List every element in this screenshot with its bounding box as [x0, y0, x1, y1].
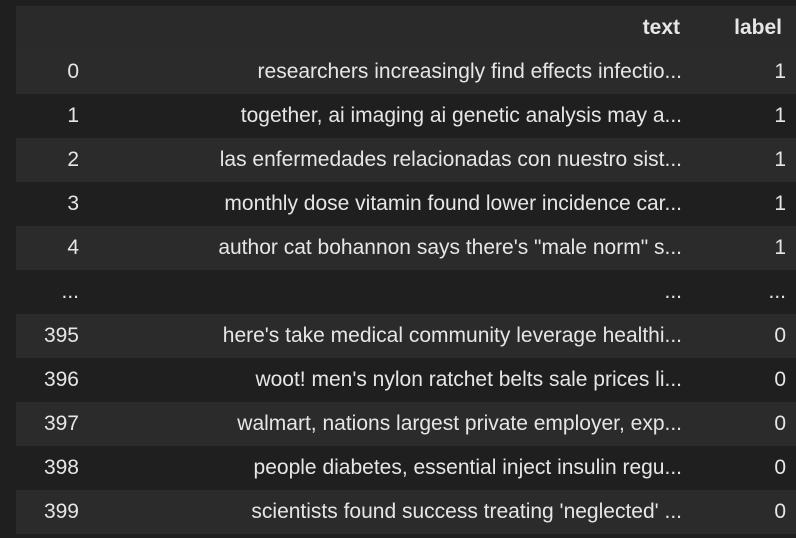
row-index-cell: 2	[67, 148, 79, 171]
text-cell: author cat bohannon says there's "male n…	[218, 236, 682, 259]
row-index-cell: 4	[67, 236, 79, 259]
header-row: text label	[16, 6, 796, 50]
row-index-cell: 396	[43, 368, 79, 391]
row-index-cell: ...	[61, 280, 79, 303]
row-index-cell: 399	[43, 500, 79, 523]
label-cell: 1	[774, 60, 786, 83]
table-row: 396 woot! men's nylon ratchet belts sale …	[16, 358, 796, 402]
label-cell: 1	[774, 192, 786, 215]
label-cell: ...	[768, 280, 786, 303]
text-cell: monthly dose vitamin found lower inciden…	[224, 192, 682, 215]
table-row: 2 las enfermedades relacionadas con nuest…	[16, 138, 796, 182]
label-cell: 0	[774, 324, 786, 347]
text-cell: las enfermedades relacionadas con nuestr…	[219, 148, 682, 171]
index-column-header	[16, 6, 95, 50]
table-row: 398 people diabetes, essential inject ins…	[16, 446, 796, 490]
table-row: .........	[16, 270, 796, 314]
table-row: 399 scientists found success treating 'ne…	[16, 490, 796, 534]
table-row: 395 here's take medical community leverag…	[16, 314, 796, 358]
dataframe-table: text label 0 researchers increasingly fin…	[16, 6, 796, 534]
text-column-header: text	[95, 6, 694, 50]
text-cell: people diabetes, essential inject insuli…	[253, 456, 682, 479]
row-index-cell: 397	[43, 412, 79, 435]
row-index-cell: 0	[67, 60, 79, 83]
text-cell: researchers increasingly find effects in…	[257, 60, 682, 83]
label-column-header: label	[694, 6, 796, 50]
table-row: 3 monthly dose vitamin found lower incide…	[16, 182, 796, 226]
label-cell: 0	[774, 412, 786, 435]
label-cell: 1	[774, 104, 786, 127]
table-row: 1 together, ai imaging ai genetic analysi…	[16, 94, 796, 138]
text-cell: woot! men's nylon ratchet belts sale pri…	[255, 368, 682, 391]
row-index-cell: 395	[43, 324, 79, 347]
label-cell: 0	[774, 500, 786, 523]
row-index-cell: 1	[67, 104, 79, 127]
text-cell: together, ai imaging ai genetic analysis…	[240, 104, 682, 127]
row-index-cell: 3	[67, 192, 79, 215]
label-cell: 1	[774, 236, 786, 259]
table-row: 4 author cat bohannon says there's "male …	[16, 226, 796, 270]
label-cell: 0	[774, 368, 786, 391]
text-cell: ...	[664, 280, 682, 303]
table-header: text label	[16, 6, 796, 50]
table-row: 397 walmart, nations largest private empl…	[16, 402, 796, 446]
row-index-cell: 398	[43, 456, 79, 479]
label-cell: 0	[774, 456, 786, 479]
table-body: 0 researchers increasingly find effects i…	[16, 50, 796, 534]
label-cell: 1	[774, 148, 786, 171]
text-cell: scientists found success treating 'negle…	[251, 500, 682, 523]
text-cell: walmart, nations largest private employe…	[237, 412, 682, 435]
text-cell: here's take medical community leverage h…	[222, 324, 682, 347]
table-row: 0 researchers increasingly find effects i…	[16, 50, 796, 94]
